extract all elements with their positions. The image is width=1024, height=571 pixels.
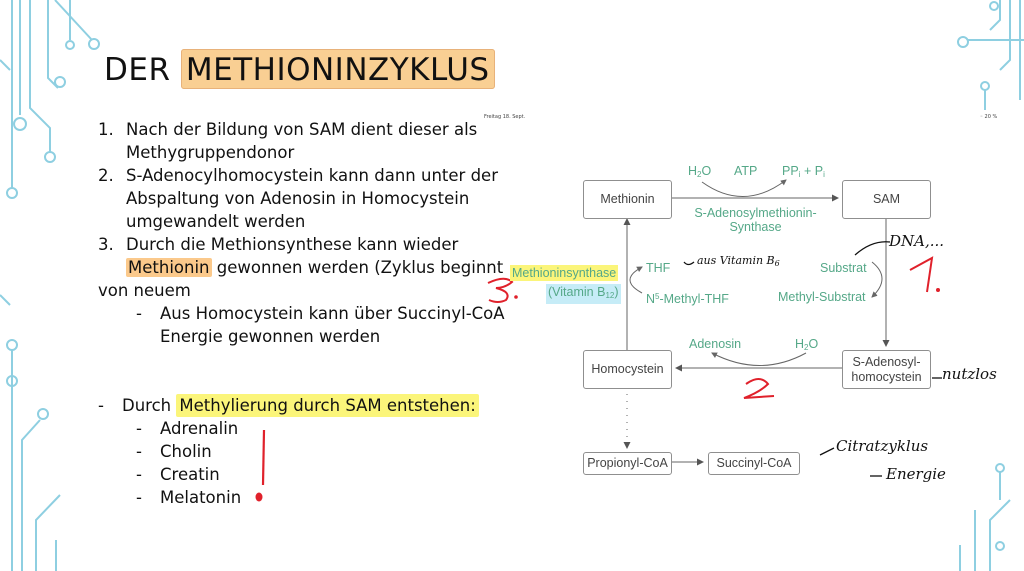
bullet-dash: - xyxy=(136,304,142,323)
list-text: Abspaltung von Adenosin in Homocystein xyxy=(126,189,470,208)
methionin-highlight: Methionin xyxy=(126,258,212,277)
list-text-rest: gewonnen werden (Zyklus beginnt xyxy=(211,258,504,277)
box-sam: SAM xyxy=(842,180,931,219)
list-text: Methygruppendonor xyxy=(126,143,295,162)
label-thf: THF xyxy=(646,261,671,275)
list-text: von neuem xyxy=(98,281,191,300)
list-item: - Creatin xyxy=(136,465,220,484)
annotation-nutzlos: nutzlos xyxy=(942,365,997,383)
label-h2o-top: H2O xyxy=(688,164,712,179)
box-methionin: Methionin xyxy=(583,180,672,219)
list-number: 1. xyxy=(98,120,114,139)
label-ppi-pi: PPi + Pi xyxy=(782,164,825,179)
label-substrat: Substrat xyxy=(820,261,867,275)
item-text: Creatin xyxy=(160,465,220,484)
box-text: homocystein xyxy=(851,369,922,384)
box-s-adenosylhomocystein: S-Adenosyl- homocystein xyxy=(842,350,931,389)
bullet-dash: - xyxy=(98,396,104,415)
status-date: Freitag 18. Sept. xyxy=(484,114,526,120)
list-number: 2. xyxy=(98,166,114,185)
sub-bullet: - Aus Homocystein kann über Succinyl-CoA… xyxy=(136,302,505,348)
label-methyl-substrat: Methyl-Substrat xyxy=(778,290,866,304)
title-highlight: METHIONINZYKLUS xyxy=(180,49,495,89)
label-methioninsynthase: Methioninsynthase xyxy=(510,265,619,281)
list-item: - Adrenalin xyxy=(136,419,239,438)
item-text: Adrenalin xyxy=(160,419,239,438)
list-text: Methionin gewonnen werden (Zyklus beginn… xyxy=(126,256,503,279)
status-battery: ◦ 20 % xyxy=(980,114,997,120)
wifi-icon: ◦ xyxy=(980,114,983,120)
label-vitamin-b12: (Vitamin B12) xyxy=(546,284,621,304)
list-number: 3. xyxy=(98,235,114,254)
methylation-section: - Durch Methylierung durch SAM entstehen… xyxy=(98,394,479,509)
list-item: 1. Nach der Bildung von SAM dient dieser… xyxy=(98,118,505,164)
box-homocystein: Homocystein xyxy=(583,350,672,389)
battery-text: 20 % xyxy=(984,114,998,120)
label-h2o-bottom: H2O xyxy=(795,337,819,352)
annotation-citratzyklus: Citratzyklus xyxy=(836,437,929,455)
numbered-list: 1. Nach der Bildung von SAM dient dieser… xyxy=(98,118,505,348)
sub-bullet-text: Energie gewonnen werden xyxy=(160,327,381,346)
list-item: 3. Durch die Methionsynthese kann wieder… xyxy=(98,233,505,279)
sub-bullet-text: Aus Homocystein kann über Succinyl-CoA xyxy=(160,304,505,323)
methylation-prefix: Durch xyxy=(122,396,172,415)
list-text: S-Adenocylhomocystein kann dann unter de… xyxy=(126,166,498,185)
red-mark xyxy=(255,429,266,502)
box-succinyl-coa: Succinyl-CoA xyxy=(708,452,800,475)
box-propionyl-coa: Propionyl-CoA xyxy=(583,452,672,475)
list-item: - Melatonin xyxy=(136,488,242,507)
title-prefix: DER xyxy=(104,52,181,88)
list-text: umgewandelt werden xyxy=(126,212,306,231)
label-atp: ATP xyxy=(734,164,758,178)
methylation-heading: - Durch Methylierung durch SAM entstehen… xyxy=(98,394,479,417)
list-item: 2. S-Adenocylhomocystein kann dann unter… xyxy=(98,164,505,233)
label-methyl-thf: N5-Methyl-THF xyxy=(646,292,729,306)
list-text: Durch die Methionsynthese kann wieder xyxy=(126,235,459,254)
annotation-aus-vitamin: aus Vitamin B6 xyxy=(697,254,780,268)
item-text: Melatonin xyxy=(160,488,242,507)
label-sam-synthase: S-Adenosylmethionin- Synthase xyxy=(694,206,817,234)
label-adenosin: Adenosin xyxy=(689,337,742,351)
item-text: Cholin xyxy=(160,442,212,461)
methylation-highlight: Methylierung durch SAM entstehen: xyxy=(176,394,479,417)
slide-title: DER METHIONINZYKLUS xyxy=(104,49,495,89)
annotation-dna: DNA,... xyxy=(889,232,945,250)
box-text: S-Adenosyl- xyxy=(852,354,921,369)
annotation-energie: Energie xyxy=(886,465,946,483)
list-text: Nach der Bildung von SAM dient dieser al… xyxy=(126,120,478,139)
list-item: - Cholin xyxy=(136,442,212,461)
